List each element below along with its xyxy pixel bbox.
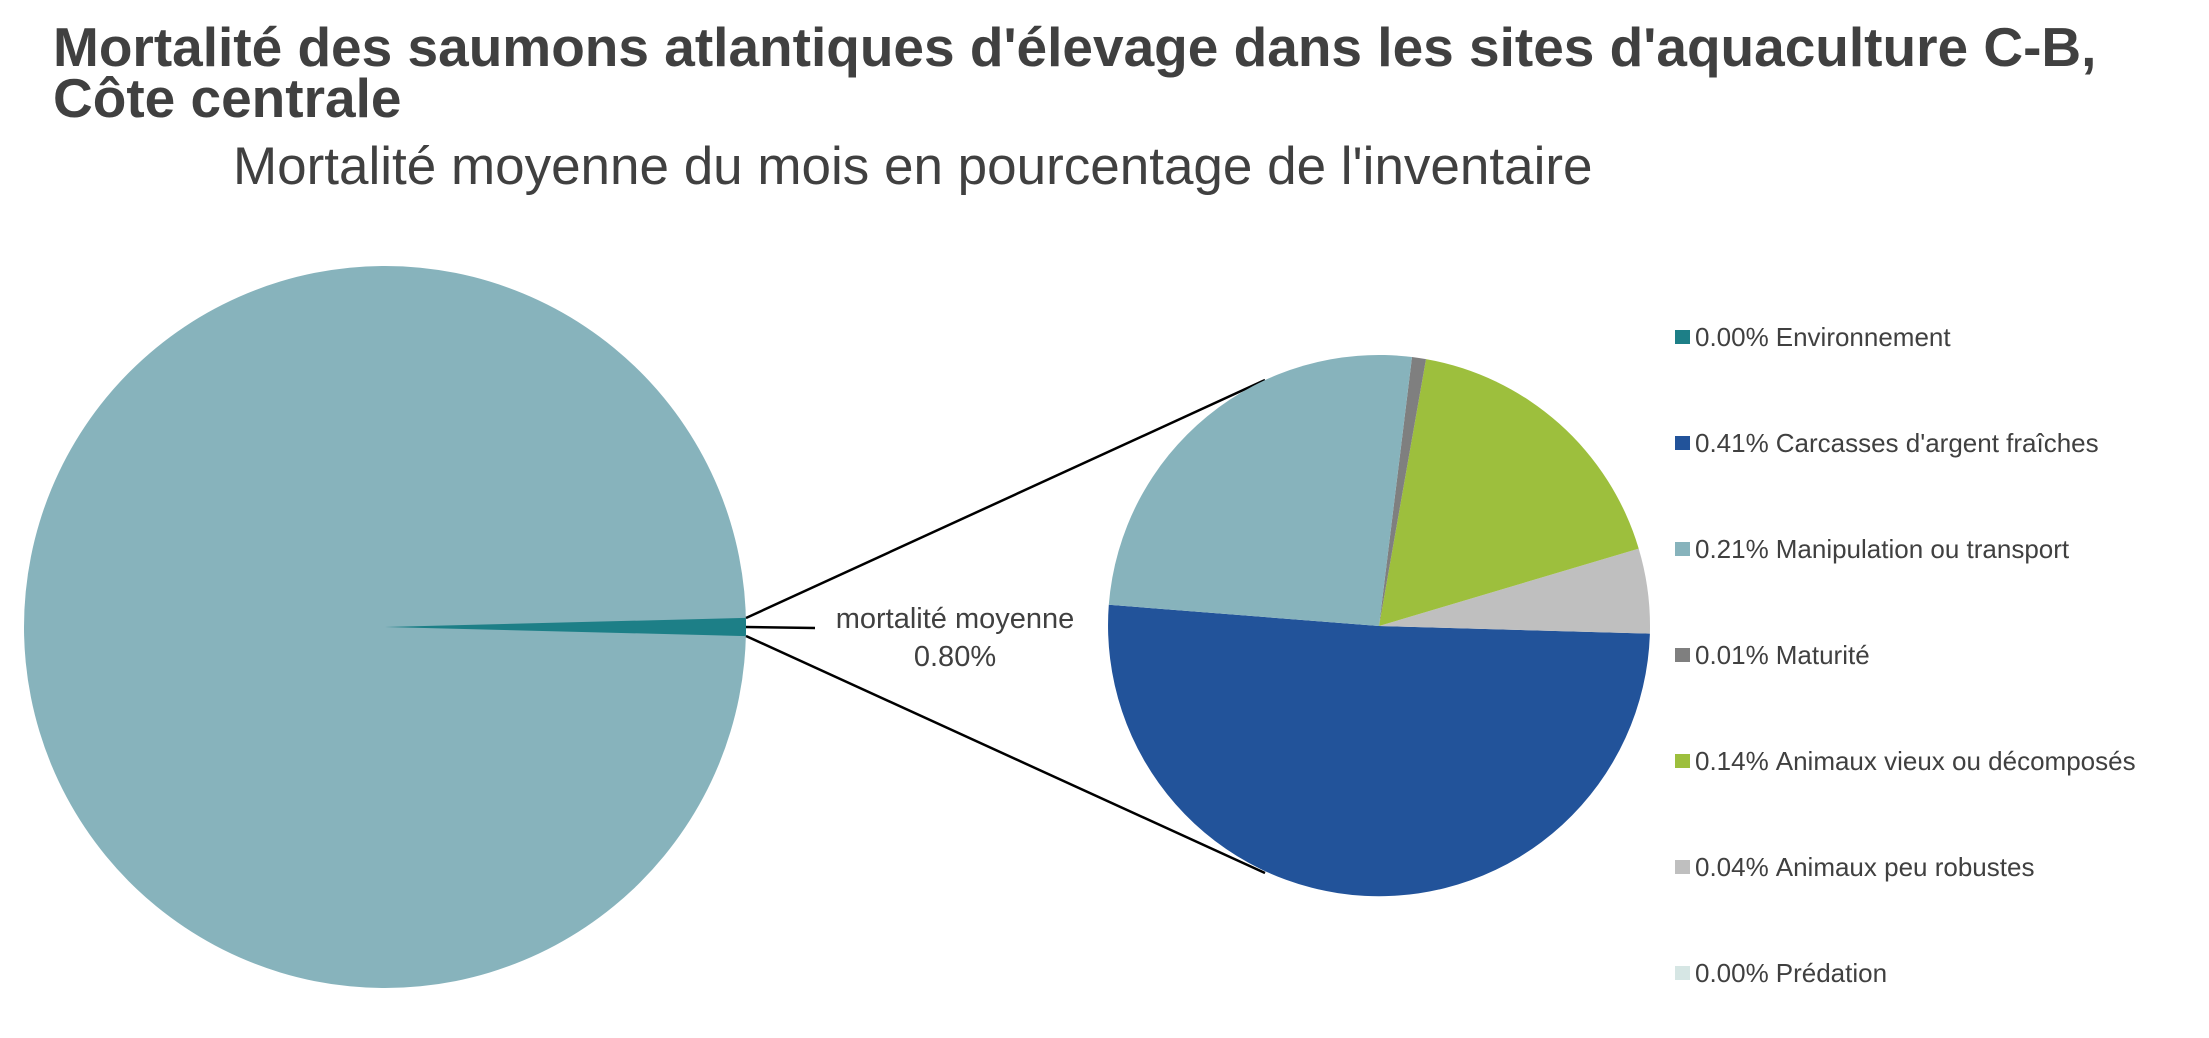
legend-value: 0.04% <box>1695 851 1769 882</box>
connector-line-upper <box>745 378 1266 620</box>
legend-label: Maturité <box>1775 639 1870 670</box>
legend-item-predation[interactable]: 0.00% Prédation <box>1675 920 2136 1026</box>
chart-title-line-2: Côte centrale <box>53 67 402 129</box>
legend-label: Environnement <box>1775 321 1951 352</box>
legend-item-peu-robustes[interactable]: 0.04% Animaux peu robustes <box>1675 814 2136 920</box>
mortality-label-text: mortalité moyenne <box>835 603 1075 635</box>
legend-item-manipulation[interactable]: 0.21% Manipulation ou transport <box>1675 496 2136 602</box>
legend-label: Animaux peu robustes <box>1775 851 2035 882</box>
breakdown-slice-animaux-vieux[interactable] <box>1379 359 1639 626</box>
chart-subtitle: Mortalité moyenne du mois en pourcentage… <box>233 137 1593 196</box>
legend-value: 0.21% <box>1695 533 1769 564</box>
legend-item-carcasses[interactable]: 0.41% Carcasses d'argent fraîches <box>1675 390 2136 496</box>
breakdown-slice-manipulation[interactable] <box>1108 354 1412 626</box>
legend-label: Prédation <box>1775 957 1888 988</box>
connector-lines <box>745 378 1266 875</box>
legend-swatch-icon <box>1675 648 1690 662</box>
legend-swatch-icon <box>1675 754 1690 768</box>
breakdown-slice-maturite[interactable] <box>1379 357 1426 626</box>
legend-label: Carcasses d'argent fraîches <box>1775 427 2099 458</box>
breakdown-slice-carcasses[interactable] <box>1108 604 1650 897</box>
legend-swatch-icon <box>1675 436 1690 450</box>
legend-item-maturite[interactable]: 0.01% Maturité <box>1675 602 2136 708</box>
legend-value: 0.14% <box>1695 745 1769 776</box>
chart-title-line-1: Mortalité des saumons atlantiques d'élev… <box>53 16 2097 78</box>
legend-item-animaux-vieux[interactable]: 0.14% Animaux vieux ou décomposés <box>1675 708 2136 814</box>
legend-value: 0.41% <box>1695 427 1769 458</box>
breakdown-slice-peu-robustes[interactable] <box>1379 548 1651 634</box>
legend-label: Animaux vieux ou décomposés <box>1775 745 2136 776</box>
legend-swatch-icon <box>1675 860 1690 874</box>
mortality-label-value: 0.80% <box>913 641 997 673</box>
chart-title: Mortalité des saumons atlantiques d'élev… <box>53 16 2097 129</box>
legend-swatch-icon <box>1675 542 1690 556</box>
legend-value: 0.01% <box>1695 639 1769 670</box>
legend-value: 0.00% <box>1695 321 1769 352</box>
connector-line-lower <box>745 634 1266 875</box>
breakdown-pie <box>1108 354 1651 897</box>
legend-label: Manipulation ou transport <box>1775 533 2070 564</box>
mortality-data-label: mortalité moyenne 0.80% <box>820 600 1090 676</box>
chart-legend: 0.00% Environnement 0.41% Carcasses d'arge… <box>1675 284 2136 1026</box>
legend-value: 0.00% <box>1695 957 1769 988</box>
legend-swatch-icon <box>1675 330 1690 344</box>
legend-item-environnement[interactable]: 0.00% Environnement <box>1675 284 2136 390</box>
label-leader-line <box>745 625 816 630</box>
legend-swatch-icon <box>1675 966 1690 980</box>
main-pie-slice-mortality[interactable] <box>385 617 747 637</box>
main-pie <box>24 266 747 988</box>
